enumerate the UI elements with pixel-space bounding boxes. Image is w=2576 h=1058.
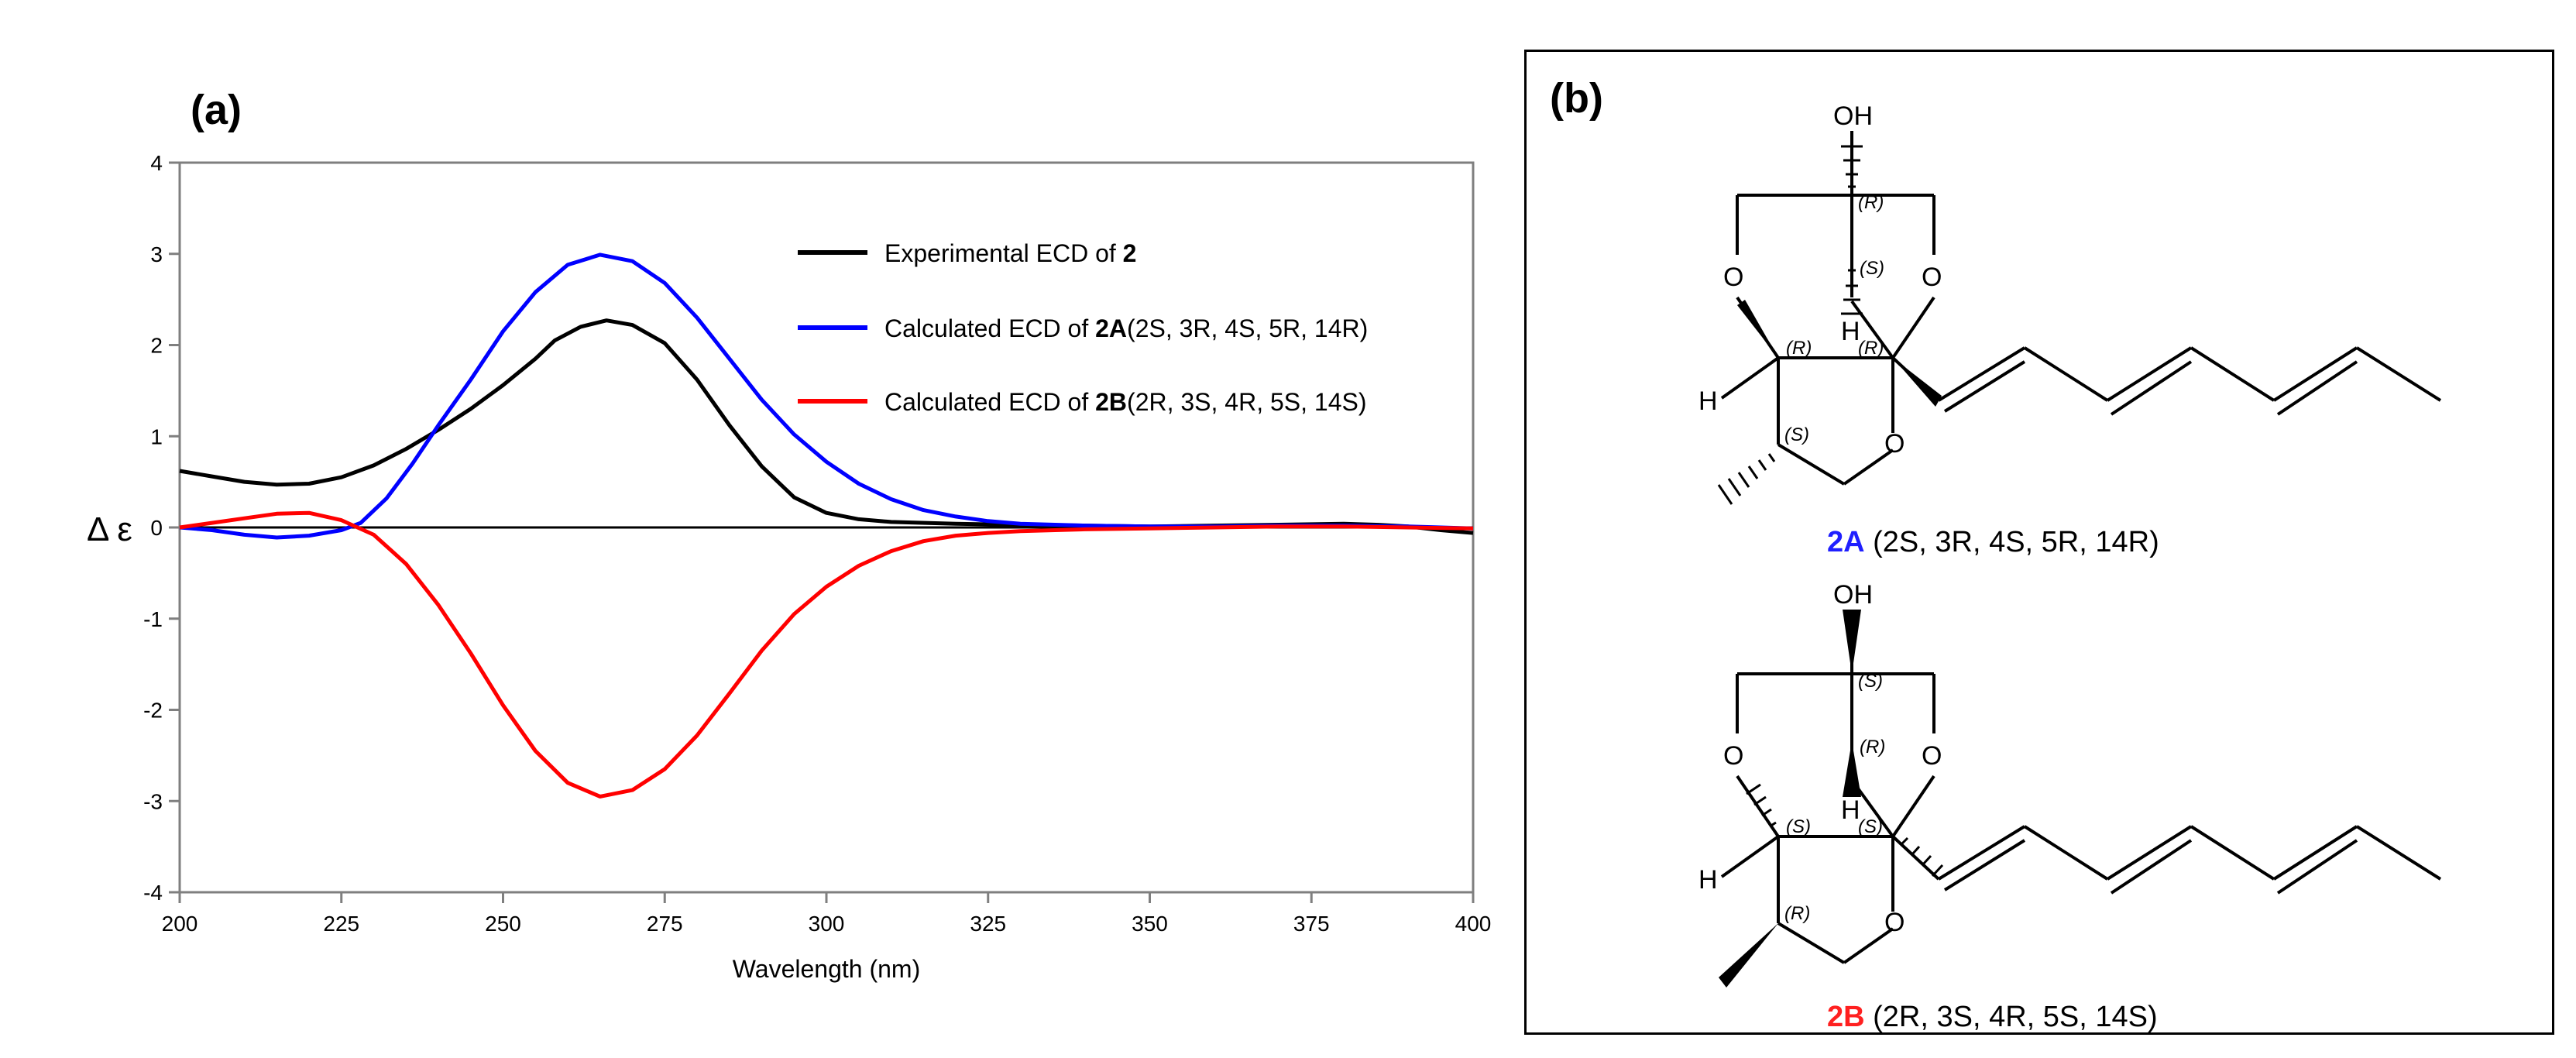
x-tick-label: 200 [162,912,198,936]
stereo-left: (S) [1786,816,1811,837]
bold-wedge-h [1843,741,1861,797]
x-tick-label: 325 [970,912,1006,936]
o-left-label: O [1723,263,1743,292]
bold-wedge-oh [1843,610,1861,674]
legend-entry-2: Calculated ECD of 2B(2R, 3S, 4R, 5S, 14S… [884,388,1367,416]
compound-name: 2A [1827,526,1865,558]
hashed-wedge-left-o [1746,783,1777,828]
h-left-label: H [1698,386,1718,416]
oh-label: OH [1833,580,1873,610]
bold-wedge-left-o [1737,300,1778,358]
legend-entry-1: Calculated ECD of 2A(2S, 3R, 4S, 5R, 14R… [884,314,1368,342]
y-tick-label: 1 [150,424,163,448]
y-tick-label: 3 [150,242,163,266]
o-ring-label: O [1884,429,1905,459]
legend-suffix: (2R, 3S, 4R, 5S, 14S) [1127,388,1366,416]
x-tick-label: 275 [647,912,683,936]
y-tick-label: -4 [143,881,163,905]
bold-methyl [1719,923,1778,988]
x-axis-label: Wavelength (nm) [733,955,920,983]
y-axis-ticks: 4 3 2 1 0 -1 -2 -3 -4 [143,151,180,905]
series-line-2 [179,510,1474,799]
structure-panel: (b) OH O O [1524,50,2554,1035]
panel-b-label: (b) [1550,75,1603,122]
series-line-0 [179,318,1474,535]
stereo-right: (R) [1858,338,1884,359]
stereo-left: (R) [1786,338,1812,359]
stereo-bottom: (S) [1784,424,1809,445]
legend-prefix: Experimental ECD of [884,239,1123,267]
legend-compound: 2B [1095,388,1127,416]
x-tick-label: 400 [1455,912,1492,936]
ecd-chart: (a) 4 3 2 1 0 -1 -2 -3 -4 200 225 250 275 300 325 350 3… [87,87,1492,983]
legend-prefix: Calculated ECD of [884,314,1095,342]
panel-a-label: (a) [191,87,242,133]
hashed-wedge-chain [1901,836,1944,878]
compound-config: (2R, 3S, 4R, 5S, 14S) [1865,1001,2158,1032]
legend-compound: 2 [1123,239,1137,267]
legend-entry-0: Experimental ECD of 2 [884,239,1136,267]
structure-2a: OH O O O H H (R) (S) (R) (R) (S) 2A (2S,… [1698,101,2442,558]
compound-name: 2B [1827,1001,1865,1032]
stereo-center: (S) [1860,258,1884,279]
y-tick-label: 4 [150,151,163,175]
x-tick-label: 375 [1293,912,1330,936]
o-left-label: O [1723,741,1743,771]
series-lines [179,252,1474,799]
y-tick-label: -2 [143,699,163,723]
compound-caption: 2A (2S, 3R, 4S, 5R, 14R) [1827,526,2159,558]
legend-suffix: (2S, 3R, 4S, 5R, 14R) [1127,314,1368,342]
x-tick-label: 350 [1132,912,1168,936]
o-right-label: O [1922,741,1942,771]
legend-compound: 2A [1095,314,1127,342]
y-tick-label: 0 [150,516,163,540]
compound-caption: 2B (2R, 3S, 4R, 5S, 14S) [1827,1001,2158,1032]
y-tick-label: -3 [143,789,163,813]
stereo-top: (S) [1858,671,1883,692]
stereo-bottom: (R) [1784,903,1810,924]
stereo-center: (R) [1860,737,1885,757]
h-mid-label: H [1841,795,1860,825]
stereo-right: (S) [1858,816,1883,837]
h-left-label: H [1698,865,1718,895]
o-ring-label: O [1884,908,1905,937]
compound-config: (2S, 3R, 4S, 5R, 14R) [1865,526,2159,558]
structure-2b: OH O O O H H (S) (R) (S) (S) (R) 2B (2R,… [1698,580,2442,1032]
legend: Experimental ECD of 2 Calculated ECD of 2… [798,239,1368,416]
x-tick-label: 250 [485,912,521,936]
y-tick-label: -1 [143,607,163,631]
hashed-wedge-oh [1841,145,1863,188]
stereo-top: (R) [1858,192,1884,213]
x-tick-label: 225 [323,912,359,936]
structure-drawing: (b) OH O O [1550,75,2442,1032]
y-tick-label: 2 [150,334,163,358]
hashed-wedge-h [1841,269,1863,315]
y-axis-label: Δ ε [87,510,132,548]
x-tick-label: 300 [809,912,845,936]
bold-wedge-right-chain [1893,358,1942,407]
legend-prefix: Calculated ECD of [884,388,1095,416]
hashed-methyl [1717,453,1776,505]
h-mid-label: H [1841,317,1860,346]
x-axis-ticks: 200 225 250 275 300 325 350 375 400 [162,892,1492,936]
o-right-label: O [1922,263,1942,292]
oh-label: OH [1833,101,1873,131]
